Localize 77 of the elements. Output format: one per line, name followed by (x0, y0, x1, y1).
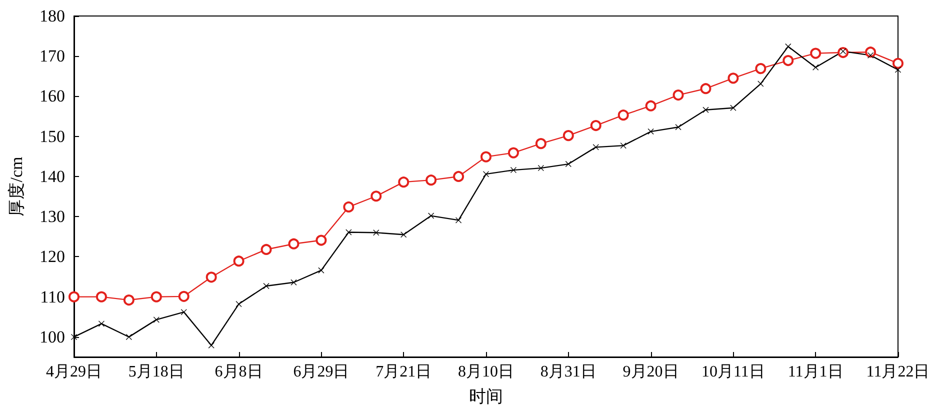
point (343, 201, 354, 212)
point (538, 165, 544, 172)
point (672, 90, 684, 101)
point (288, 238, 300, 250)
x-tick-label: 11月22日 (866, 364, 930, 380)
point (895, 66, 901, 73)
point (892, 58, 904, 69)
y-tick-label: 180 (40, 6, 65, 26)
point (535, 138, 546, 150)
x-axis-title: 时间 (469, 387, 503, 406)
x-tick-label: 6月29日 (293, 364, 350, 380)
point (755, 63, 766, 74)
x-tick-label: 11月1日 (788, 364, 844, 380)
point (702, 106, 709, 113)
point (316, 234, 327, 246)
point (782, 55, 794, 66)
point (590, 120, 602, 132)
point (346, 229, 352, 236)
point (263, 282, 270, 289)
point (180, 309, 187, 316)
point (208, 342, 214, 348)
y-tick-label: 110 (40, 287, 65, 306)
x-tick-label: 7月21日 (376, 364, 432, 380)
point (206, 272, 217, 283)
point (71, 334, 77, 340)
point (456, 217, 462, 224)
point (508, 147, 519, 158)
point (483, 171, 489, 178)
point (370, 190, 382, 202)
point (785, 43, 792, 50)
y-tick-label: 150 (40, 126, 65, 146)
x-tick-label: 10月11日 (701, 364, 765, 380)
x-tick-label: 8月31日 (540, 364, 596, 380)
point (233, 256, 244, 267)
y-tick-label: 120 (40, 247, 65, 266)
y-tick-label: 140 (40, 166, 65, 186)
point (730, 104, 736, 111)
x-tick-label: 4月29日 (46, 364, 102, 380)
point (565, 161, 572, 168)
point (318, 267, 324, 274)
point (645, 100, 656, 112)
point (236, 301, 242, 308)
point (150, 291, 162, 302)
point (153, 316, 160, 323)
point (260, 244, 272, 255)
point (96, 291, 107, 302)
point (700, 83, 712, 94)
x-tick-label: 5月18日 (128, 364, 184, 380)
y-axis-title: 厚度/cm (7, 156, 26, 216)
point (810, 48, 822, 59)
y-tick-label: 170 (40, 46, 65, 66)
point (592, 144, 599, 150)
point (620, 142, 626, 149)
point (675, 124, 682, 130)
point (480, 151, 492, 162)
point (400, 232, 407, 238)
point (562, 130, 574, 142)
point (290, 279, 297, 286)
y-tick-label: 100 (40, 327, 65, 346)
point (68, 291, 80, 302)
x-tick-label: 6月8日 (214, 364, 263, 380)
point (98, 320, 104, 327)
y-tick-label: 130 (40, 207, 65, 226)
point (728, 72, 739, 84)
point (398, 176, 410, 188)
point (453, 170, 464, 182)
point (758, 80, 764, 87)
point (648, 128, 654, 135)
point (123, 294, 134, 306)
point (618, 110, 629, 121)
point (426, 174, 437, 186)
x-tick-label: 8月10日 (458, 364, 514, 380)
y-tick-label: 160 (40, 86, 65, 106)
point (178, 290, 190, 302)
point (812, 64, 819, 70)
x-tick-label: 9月20日 (622, 364, 679, 380)
point (428, 212, 434, 219)
